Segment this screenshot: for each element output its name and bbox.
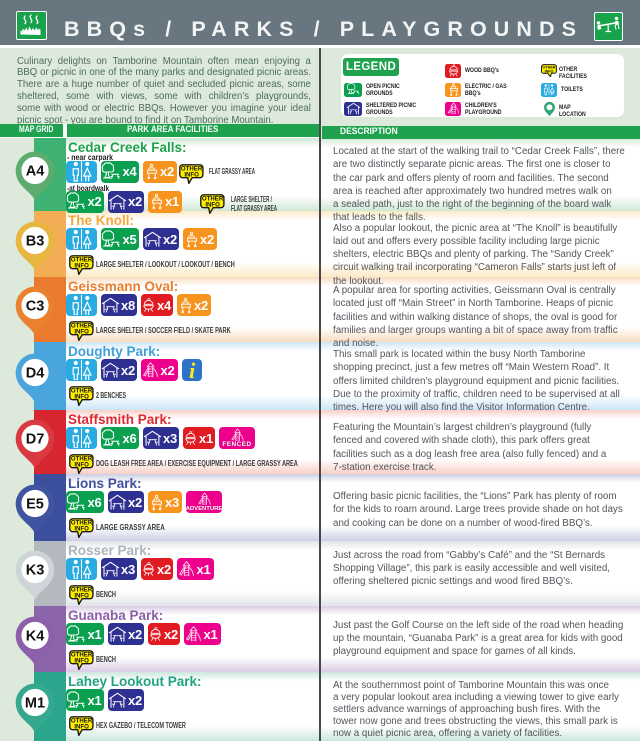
svg-text:OTHER: OTHER <box>542 65 555 69</box>
svg-text:A4: A4 <box>26 164 45 180</box>
svg-text:B3: B3 <box>26 233 45 249</box>
svg-text:E5: E5 <box>26 497 44 513</box>
svg-text:M1: M1 <box>25 696 45 712</box>
svg-text:C3: C3 <box>26 299 45 315</box>
svg-text:D4: D4 <box>26 365 45 381</box>
svg-text:K3: K3 <box>26 563 45 579</box>
svg-text:D7: D7 <box>26 431 45 447</box>
svg-text:INFO: INFO <box>544 69 553 73</box>
svg-text:K4: K4 <box>26 628 45 644</box>
